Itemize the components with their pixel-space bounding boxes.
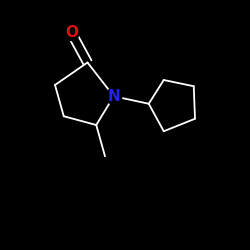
Text: O: O <box>65 25 78 40</box>
Circle shape <box>106 88 122 104</box>
Text: N: N <box>108 89 120 104</box>
Circle shape <box>63 24 79 40</box>
